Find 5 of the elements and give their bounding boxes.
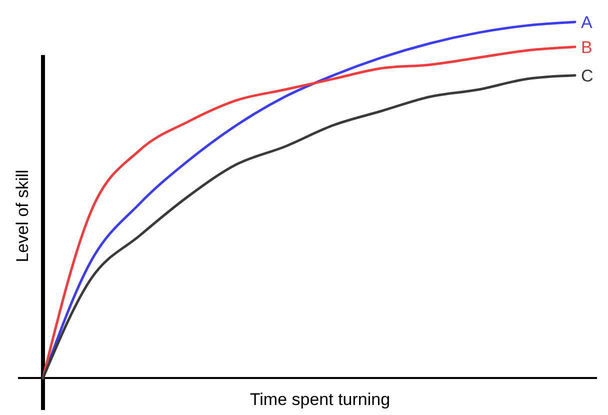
series-label: A — [581, 12, 593, 32]
series-label: C — [581, 66, 594, 86]
y-axis-title: Level of skill — [13, 170, 32, 262]
series-label: B — [581, 38, 592, 57]
x-axis-title: Time spent turning — [250, 390, 390, 409]
